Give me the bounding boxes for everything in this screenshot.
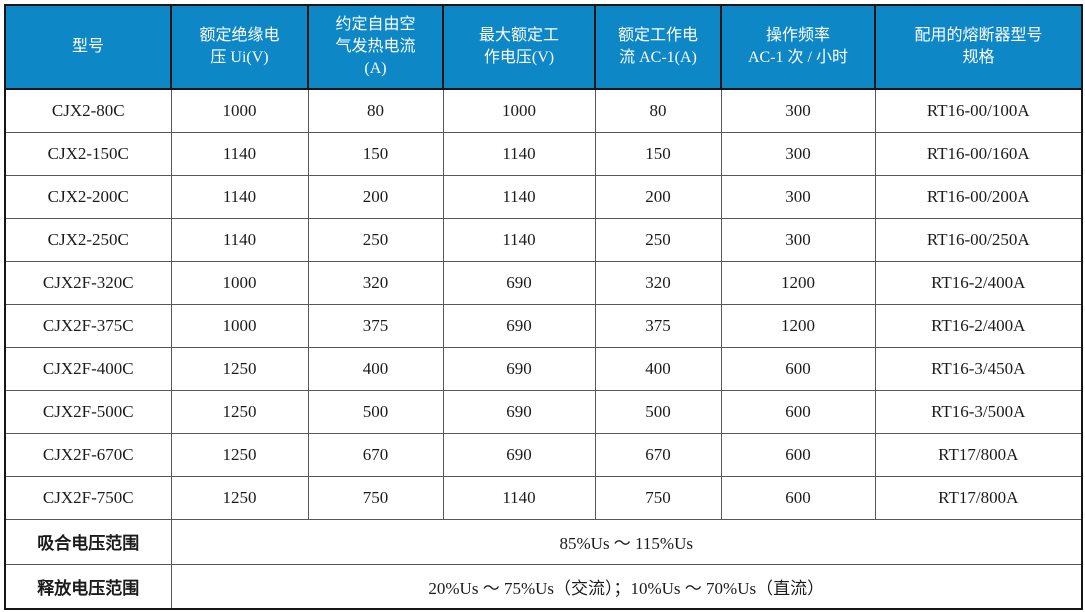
cell-model: CJX2F-500C <box>4 389 172 434</box>
cell-model: CJX2F-670C <box>4 432 172 477</box>
cell-thermal-current: 375 <box>307 303 444 348</box>
cell-fuse-spec: RT16-00/250A <box>874 217 1083 262</box>
header-cell-op-frequency: 操作频率 AC-1 次 / 小时 <box>720 4 876 90</box>
cell-ac1-current: 670 <box>594 432 722 477</box>
cell-fuse-spec: RT16-2/400A <box>874 303 1083 348</box>
header-cell-fuse-spec: 配用的熔断器型号 规格 <box>874 4 1083 90</box>
cell-fuse-spec: RT16-00/200A <box>874 174 1083 219</box>
release-voltage-label: 释放电压范围 <box>4 563 172 610</box>
cell-model: CJX2-80C <box>4 88 172 133</box>
table-row: CJX2-80C 1000 80 1000 80 300 RT16-00/100… <box>4 88 1083 133</box>
cell-ui-voltage: 1250 <box>170 389 309 434</box>
cell-op-frequency: 600 <box>720 475 876 520</box>
cell-fuse-spec: RT17/800A <box>874 432 1083 477</box>
cell-ac1-current: 250 <box>594 217 722 262</box>
cell-ac1-current: 200 <box>594 174 722 219</box>
cell-fuse-spec: RT16-3/500A <box>874 389 1083 434</box>
table-row: CJX2F-400C 1250 400 690 400 600 RT16-3/4… <box>4 346 1083 391</box>
header-cell-model: 型号 <box>4 4 172 90</box>
cell-thermal-current: 80 <box>307 88 444 133</box>
cell-op-frequency: 600 <box>720 389 876 434</box>
cell-max-voltage: 690 <box>442 346 596 391</box>
contactor-spec-table: 型号 额定绝缘电 压 Ui(V) 约定自由空 气发热电流 (A) 最大额定工 作… <box>4 4 1083 610</box>
cell-ui-voltage: 1250 <box>170 432 309 477</box>
cell-ui-voltage: 1250 <box>170 346 309 391</box>
cell-thermal-current: 750 <box>307 475 444 520</box>
cell-ui-voltage: 1140 <box>170 174 309 219</box>
header-cell-thermal-current: 约定自由空 气发热电流 (A) <box>307 4 444 90</box>
cell-model: CJX2F-400C <box>4 346 172 391</box>
cell-model: CJX2-150C <box>4 131 172 176</box>
cell-op-frequency: 600 <box>720 346 876 391</box>
cell-thermal-current: 250 <box>307 217 444 262</box>
cell-model: CJX2F-750C <box>4 475 172 520</box>
cell-ui-voltage: 1140 <box>170 217 309 262</box>
pickup-voltage-label: 吸合电压范围 <box>4 518 172 565</box>
cell-thermal-current: 200 <box>307 174 444 219</box>
cell-model: CJX2F-375C <box>4 303 172 348</box>
cell-op-frequency: 300 <box>720 131 876 176</box>
cell-model: CJX2F-320C <box>4 260 172 305</box>
cell-max-voltage: 1140 <box>442 131 596 176</box>
release-voltage-value: 20%Us ～ 75%Us（交流）；10%Us ～ 70%Us（直流） <box>170 563 1083 610</box>
cell-max-voltage: 1140 <box>442 174 596 219</box>
cell-fuse-spec: RT16-3/450A <box>874 346 1083 391</box>
cell-ui-voltage: 1140 <box>170 131 309 176</box>
pickup-voltage-row: 吸合电压范围 85%Us ～ 115%Us <box>4 518 1083 565</box>
cell-ui-voltage: 1000 <box>170 260 309 305</box>
header-cell-ac1-current: 额定工作电 流 AC-1(A) <box>594 4 722 90</box>
cell-op-frequency: 1200 <box>720 303 876 348</box>
cell-ac1-current: 500 <box>594 389 722 434</box>
cell-ui-voltage: 1000 <box>170 303 309 348</box>
table-row: CJX2-150C 1140 150 1140 150 300 RT16-00/… <box>4 131 1083 176</box>
cell-ui-voltage: 1250 <box>170 475 309 520</box>
cell-fuse-spec: RT16-00/100A <box>874 88 1083 133</box>
table-row: CJX2F-500C 1250 500 690 500 600 RT16-3/5… <box>4 389 1083 434</box>
pickup-voltage-value: 85%Us ～ 115%Us <box>170 518 1083 565</box>
header-cell-max-voltage: 最大额定工 作电压(V) <box>442 4 596 90</box>
cell-thermal-current: 150 <box>307 131 444 176</box>
cell-thermal-current: 400 <box>307 346 444 391</box>
cell-op-frequency: 300 <box>720 217 876 262</box>
cell-ac1-current: 375 <box>594 303 722 348</box>
cell-ac1-current: 320 <box>594 260 722 305</box>
cell-op-frequency: 600 <box>720 432 876 477</box>
cell-max-voltage: 690 <box>442 389 596 434</box>
cell-max-voltage: 690 <box>442 303 596 348</box>
cell-fuse-spec: RT16-00/160A <box>874 131 1083 176</box>
table-row: CJX2F-320C 1000 320 690 320 1200 RT16-2/… <box>4 260 1083 305</box>
cell-ac1-current: 400 <box>594 346 722 391</box>
table-body: CJX2-80C 1000 80 1000 80 300 RT16-00/100… <box>4 88 1083 520</box>
table-header-row: 型号 额定绝缘电 压 Ui(V) 约定自由空 气发热电流 (A) 最大额定工 作… <box>4 4 1083 90</box>
cell-max-voltage: 690 <box>442 432 596 477</box>
cell-op-frequency: 300 <box>720 174 876 219</box>
cell-thermal-current: 670 <box>307 432 444 477</box>
cell-op-frequency: 1200 <box>720 260 876 305</box>
cell-max-voltage: 690 <box>442 260 596 305</box>
header-cell-insulation-voltage: 额定绝缘电 压 Ui(V) <box>170 4 309 90</box>
cell-model: CJX2-250C <box>4 217 172 262</box>
cell-thermal-current: 320 <box>307 260 444 305</box>
cell-op-frequency: 300 <box>720 88 876 133</box>
cell-max-voltage: 1000 <box>442 88 596 133</box>
cell-ac1-current: 80 <box>594 88 722 133</box>
cell-max-voltage: 1140 <box>442 475 596 520</box>
cell-ui-voltage: 1000 <box>170 88 309 133</box>
cell-ac1-current: 750 <box>594 475 722 520</box>
table-row: CJX2F-750C 1250 750 1140 750 600 RT17/80… <box>4 475 1083 520</box>
cell-fuse-spec: RT16-2/400A <box>874 260 1083 305</box>
table-row: CJX2-250C 1140 250 1140 250 300 RT16-00/… <box>4 217 1083 262</box>
table-row: CJX2-200C 1140 200 1140 200 300 RT16-00/… <box>4 174 1083 219</box>
cell-max-voltage: 1140 <box>442 217 596 262</box>
cell-ac1-current: 150 <box>594 131 722 176</box>
table-row: CJX2F-375C 1000 375 690 375 1200 RT16-2/… <box>4 303 1083 348</box>
release-voltage-row: 释放电压范围 20%Us ～ 75%Us（交流）；10%Us ～ 70%Us（直… <box>4 563 1083 610</box>
cell-model: CJX2-200C <box>4 174 172 219</box>
cell-thermal-current: 500 <box>307 389 444 434</box>
table-row: CJX2F-670C 1250 670 690 670 600 RT17/800… <box>4 432 1083 477</box>
cell-fuse-spec: RT17/800A <box>874 475 1083 520</box>
